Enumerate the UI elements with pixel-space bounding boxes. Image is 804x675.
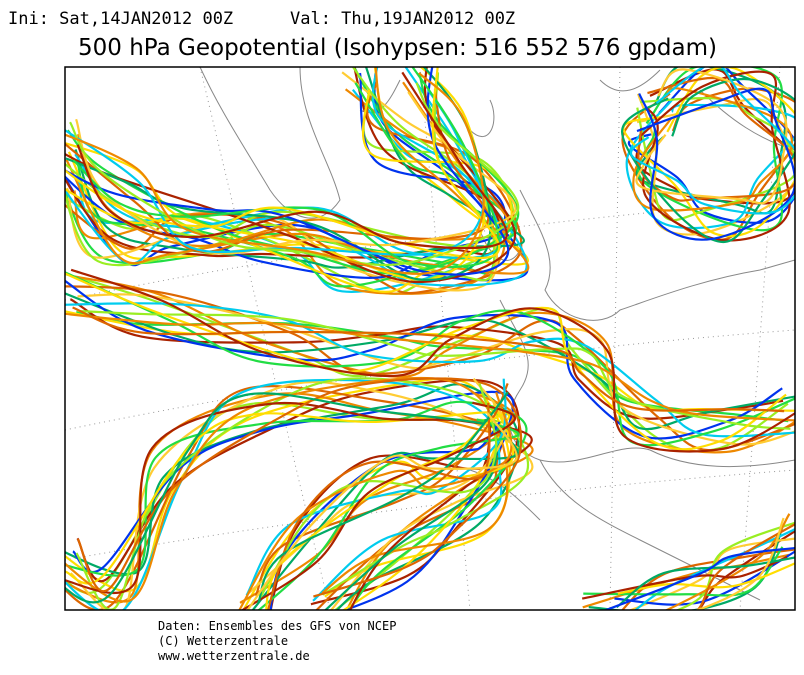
isohypse <box>581 555 788 600</box>
isohypse <box>238 391 513 610</box>
map-frame <box>64 66 796 611</box>
isohypse <box>65 89 485 256</box>
valid-time: Val: Thu,19JAN2012 00Z <box>290 9 515 29</box>
isohypse <box>65 292 795 431</box>
map-content <box>65 67 795 610</box>
isohypse <box>73 88 506 295</box>
isohypse <box>74 67 525 269</box>
footer-line: Daten: Ensembles des GFS von NCEP <box>158 619 396 633</box>
isohypse <box>76 82 518 288</box>
isohypse <box>636 87 795 241</box>
contour-lines <box>65 67 795 610</box>
isohypse <box>65 392 505 610</box>
isohypse <box>65 302 795 438</box>
isohypse <box>245 378 507 596</box>
isohypse <box>620 77 795 244</box>
isohypse <box>615 556 795 609</box>
footer-line: (C) Wetterzentrale <box>158 634 288 648</box>
isohypse <box>242 402 515 610</box>
isohypse <box>257 391 509 604</box>
isohypse <box>635 68 795 205</box>
footer-line: www.wetterzentrale.de <box>158 649 310 663</box>
isohypse <box>695 522 795 610</box>
isohypse <box>675 521 795 610</box>
map-title: 500 hPa Geopotential (Isohypsen: 516 552… <box>78 35 717 61</box>
isohypse <box>246 411 518 610</box>
isohypse <box>267 402 491 610</box>
isohypse <box>694 517 785 610</box>
isohypse <box>256 383 498 603</box>
isohypse <box>632 87 793 212</box>
isohypse <box>629 67 795 215</box>
init-time: Ini: Sat,14JAN2012 00Z <box>8 9 233 29</box>
isohypse <box>72 67 500 269</box>
isohypse <box>588 526 784 610</box>
isohypse <box>65 401 533 610</box>
isohypse <box>76 377 523 598</box>
isohypse <box>72 306 785 413</box>
isohypse <box>240 401 516 610</box>
isohypse <box>65 400 528 610</box>
isohypse <box>583 546 784 597</box>
isohypse <box>635 68 788 205</box>
isohypse <box>65 271 795 447</box>
isohypse <box>76 71 508 250</box>
isohypse <box>65 376 509 603</box>
isohypse <box>602 546 795 610</box>
isohypse <box>65 67 501 260</box>
isohypse <box>70 268 795 453</box>
isohypse <box>65 72 485 275</box>
isohypse <box>65 67 530 275</box>
isohypse <box>65 285 795 452</box>
